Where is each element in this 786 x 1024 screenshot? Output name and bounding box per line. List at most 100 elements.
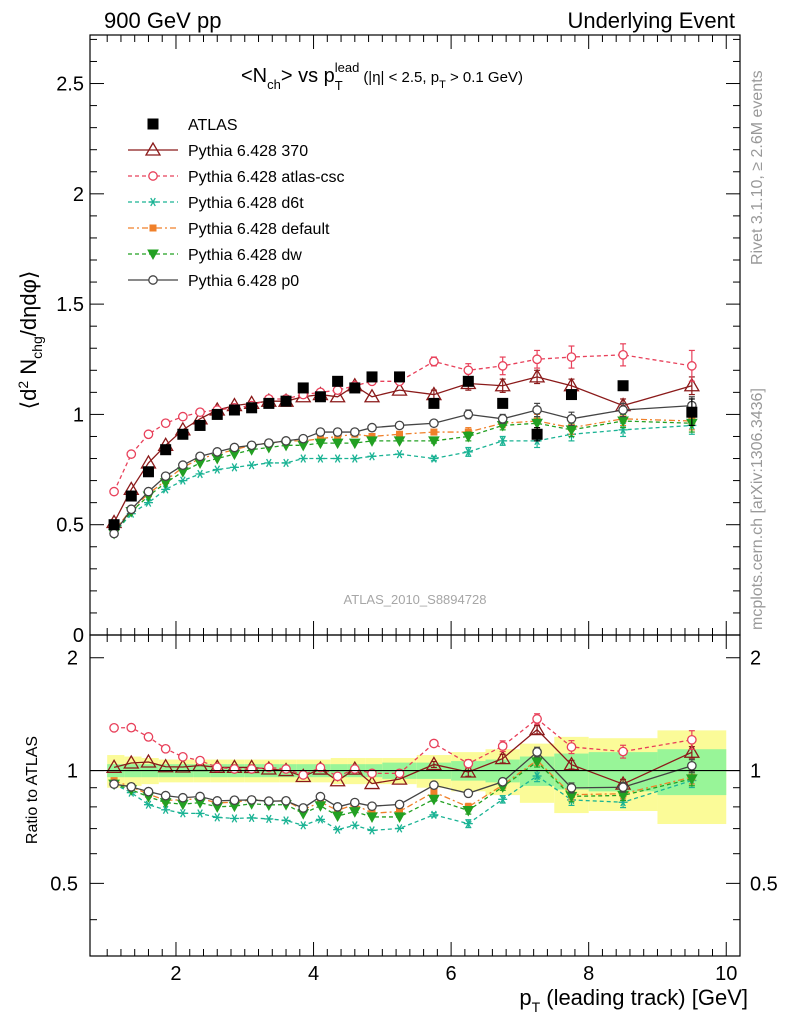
marker-circle [532,747,542,757]
main-series [105,343,700,540]
marker-triangle-down [393,812,406,823]
marker-square [297,382,309,394]
marker-circle [263,796,274,807]
marker-asterisk [350,821,360,830]
marker-asterisk [195,469,205,479]
marker-circle [178,792,188,803]
main-panel: 0 0.5 1 1.5 2 2.5 ATLAS_2010_S8894728 <Nch> v… [15,34,741,647]
series-mc [105,368,700,529]
marker-circle [246,764,257,774]
marker-circle [394,420,405,431]
marker-circle [281,764,291,774]
ylabel-part-c: /dηdφ⟩ [16,271,41,337]
xlabel-part-b: (leading track) [GeV] [540,985,748,1010]
marker-asterisk-stroke [431,454,437,463]
y-tick-label: 1.5 [56,294,84,316]
marker-asterisk [532,771,542,781]
marker-circle [148,275,158,285]
marker-asterisk [178,476,188,485]
marker-triangle-down [531,418,543,430]
legend-label: Pythia 6.428 370 [188,143,308,160]
ratio-series-line [113,760,693,818]
marker-asterisk-stroke [231,463,238,472]
marker-circle [463,365,474,376]
series-line [113,424,692,534]
legend-entry: Pythia 6.428 dw [128,247,302,264]
marker-asterisk [247,813,257,823]
side-label-bottom: mcplots.cern.ch [arXiv:1306.3436] [749,388,766,630]
marker-circle [618,350,628,360]
marker-asterisk [333,454,343,463]
marker-circle [143,732,154,742]
main-ticks [90,35,740,636]
marker-square [462,375,474,387]
marker-triangle [683,743,700,758]
ratio-ylabel: Ratio to ATLAS [24,736,41,844]
marker-asterisk-stroke [283,816,289,825]
marker-circle [618,746,628,757]
marker-square [565,389,577,401]
marker-circle [212,447,223,457]
marker-circle [532,405,542,415]
marker-asterisk-stroke [266,814,272,824]
marker-asterisk-stroke [248,813,255,823]
marker-circle [315,427,326,437]
legend-entry: Pythia 6.428 d6t [128,195,304,212]
marker-circle [332,771,343,782]
watermark: ATLAS_2010_S8894728 [344,592,487,607]
marker-asterisk-stroke [352,821,358,830]
marker-asterisk [212,465,222,474]
marker-circle [497,776,508,787]
ratio-y-tick-label-left: 1 [67,761,78,783]
marker-triangle [528,721,546,736]
marker-square [142,466,154,478]
marker-asterisk [333,825,343,834]
marker-asterisk-stroke [465,819,472,828]
marker-asterisk-stroke [162,805,169,815]
ratio-xlabel: pT (leading track) [GeV] [519,985,748,1015]
marker-asterisk-stroke [334,825,341,834]
marker-asterisk [298,454,308,463]
marker-square [280,395,292,407]
marker-triangle [329,772,346,787]
marker-circle [332,802,343,812]
marker-asterisk-stroke [266,458,272,468]
marker-circle [246,795,257,805]
marker-circle [109,723,119,733]
marker-circle [143,786,154,797]
y-tick-label: 2 [73,184,84,206]
marker-circle [126,781,137,792]
marker-circle [298,433,309,444]
marker-asterisk-stroke [396,449,403,459]
marker-triangle-down [462,431,475,443]
marker-asterisk-stroke [197,469,203,479]
marker-asterisk-stroke [620,798,626,807]
marker-square [211,408,223,420]
marker-circle [195,407,205,418]
marker-asterisk-stroke [300,821,307,830]
marker-asterisk [148,197,158,207]
marker-square [686,406,698,418]
marker-square [147,118,159,130]
series-line [113,418,692,532]
legend-entry: Pythia 6.428 atlas-csc [128,169,345,186]
marker-asterisk [229,814,239,823]
title-part-sup: lead [335,60,360,75]
marker-asterisk-stroke [317,454,324,463]
ratio-y-tick-label-left: 2 [67,648,78,670]
marker-circle [497,413,508,424]
marker-circle [687,734,697,745]
marker-circle [195,755,205,766]
marker-triangle-down [366,436,378,447]
marker-circle [212,796,223,806]
marker-asterisk [315,454,325,463]
marker-asterisk [298,821,308,830]
marker-asterisk-stroke [150,197,156,207]
legend-label: Pythia 6.428 d6t [188,195,304,212]
title-part-end: > 0.1 GeV) [446,69,523,86]
legend-entry: Pythia 6.428 default [128,221,330,238]
marker-square-small [396,430,404,438]
marker-asterisk-stroke [334,454,341,463]
marker-triangle [363,775,381,790]
legend: ATLAS Pythia 6.428 370 Pythia 6.428 atlas-… [128,117,345,290]
